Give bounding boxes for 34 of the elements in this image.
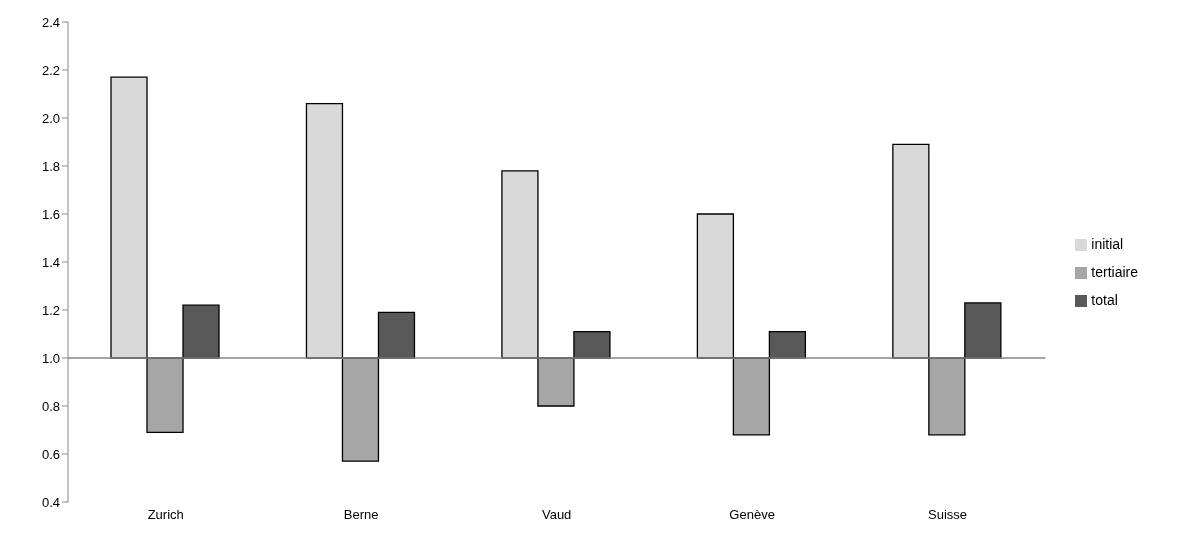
bar — [928, 357, 966, 436]
bar — [892, 143, 930, 359]
y-tick-label: 1.6 — [41, 206, 60, 222]
x-tick-label: Vaud — [541, 507, 572, 523]
x-tick-label: Zurich — [147, 507, 184, 523]
bar — [110, 76, 148, 359]
y-tick-label: 2.4 — [41, 14, 60, 30]
y-tick-label: 0.6 — [41, 446, 60, 462]
y-tick-label: 1.4 — [41, 254, 60, 270]
x-tick-label: Suisse — [928, 507, 968, 523]
bar — [182, 304, 220, 359]
x-tick-label: Berne — [343, 507, 379, 523]
legend-label: tertiaire — [1091, 264, 1138, 280]
bar — [537, 357, 575, 407]
bar — [768, 330, 807, 359]
y-tick-label: 0.4 — [41, 494, 60, 510]
bar — [696, 213, 735, 359]
bar — [732, 357, 771, 436]
legend-label: initial — [1091, 236, 1124, 252]
bar — [377, 311, 416, 359]
y-tick-label: 0.8 — [41, 398, 60, 414]
legend-label: total — [1091, 292, 1118, 308]
bar — [501, 170, 539, 359]
y-tick-label: 2.0 — [41, 110, 60, 126]
y-tick-label: 2.2 — [41, 62, 60, 78]
bar — [964, 302, 1002, 359]
y-tick-label: 1.0 — [41, 350, 60, 366]
y-tick-label: 1.2 — [41, 302, 60, 318]
bar — [573, 330, 611, 359]
bar — [146, 357, 184, 434]
x-tick-label: Genève — [729, 507, 775, 523]
y-tick-label: 1.8 — [41, 158, 60, 174]
bar — [305, 102, 344, 359]
bar — [341, 357, 380, 462]
